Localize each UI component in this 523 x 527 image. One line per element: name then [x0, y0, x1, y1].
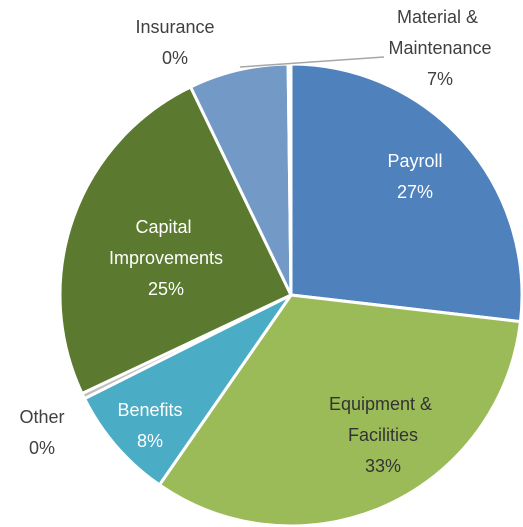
value-label: 25% — [148, 279, 184, 299]
value-label: 0% — [29, 438, 55, 458]
slice-label: Insurance — [135, 17, 214, 37]
value-label: 27% — [397, 182, 433, 202]
value-label: 0% — [162, 48, 188, 68]
pie-slice — [157, 293, 523, 527]
labels: Payroll 27% Equipment & Facilities 33% Benef… — [19, 7, 491, 476]
pie-slice — [82, 293, 293, 487]
value-label: 33% — [365, 456, 401, 476]
slice-label: Capital Improvements — [109, 217, 223, 268]
slice-label: Material & Maintenance — [388, 7, 491, 58]
value-label: 7% — [427, 69, 453, 89]
pie-slice — [289, 62, 523, 324]
value-label: 8% — [137, 431, 163, 451]
pie-slice — [58, 84, 294, 396]
slice-label: Payroll — [387, 151, 442, 171]
pie — [58, 62, 523, 527]
slice-label: Benefits — [117, 400, 182, 420]
leader-line — [239, 56, 385, 68]
slice-label: Equipment & Facilities — [329, 394, 437, 445]
slice-label: Other — [19, 407, 64, 427]
